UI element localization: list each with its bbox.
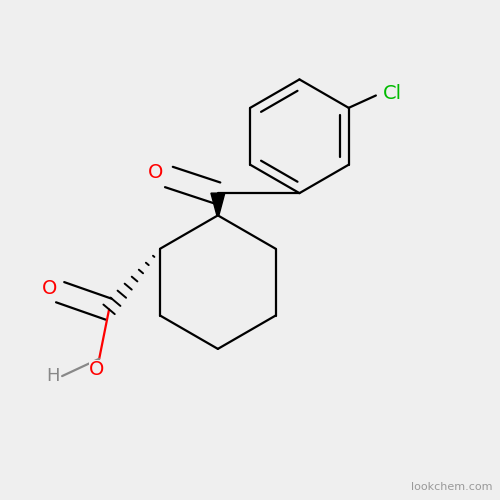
Text: O: O [89,360,104,379]
Text: O: O [148,164,164,182]
Text: Cl: Cl [384,84,402,102]
Polygon shape [211,193,225,216]
Text: lookchem.com: lookchem.com [411,482,492,492]
Text: O: O [42,278,58,297]
Text: H: H [46,367,60,385]
